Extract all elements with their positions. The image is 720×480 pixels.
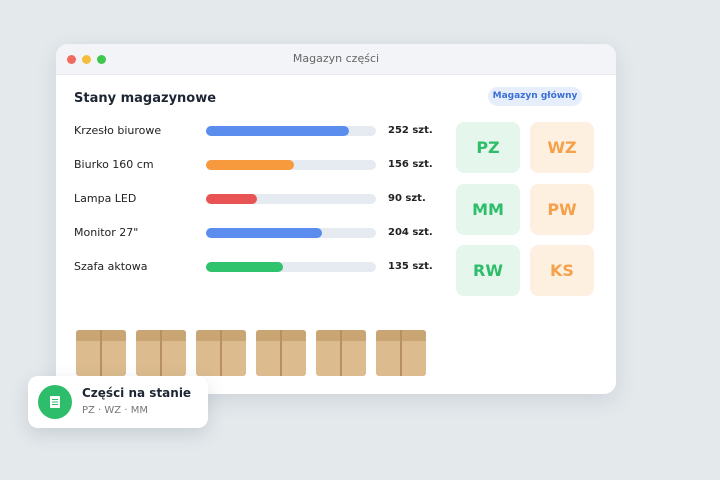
box bbox=[196, 330, 246, 376]
close-button[interactable] bbox=[67, 55, 76, 64]
stock-row: Biurko 160 cm 156 szt. bbox=[74, 158, 454, 172]
toast-subtitle: PZ · WZ · MM bbox=[82, 405, 148, 416]
item-name: Szafa aktowa bbox=[74, 260, 148, 273]
item-name: Krzesło biurowe bbox=[74, 124, 162, 137]
toast-icon bbox=[38, 385, 72, 419]
bar bbox=[206, 194, 257, 204]
document-tile[interactable]: WZ bbox=[530, 122, 594, 173]
bar bbox=[206, 262, 283, 272]
box bbox=[316, 330, 366, 376]
app-window: Magazyn części Stany magazynowe Magazyn … bbox=[56, 44, 616, 394]
item-name: Biurko 160 cm bbox=[74, 158, 154, 171]
bar bbox=[206, 160, 295, 170]
bar-track bbox=[206, 160, 376, 170]
bar-track bbox=[206, 194, 376, 204]
icon bbox=[50, 396, 60, 408]
item-quantity: 156 szt. bbox=[388, 159, 433, 170]
bar-track bbox=[206, 262, 376, 272]
stock-row: Szafa aktowa 135 szt. bbox=[74, 260, 454, 274]
document-tile[interactable]: RW bbox=[456, 245, 520, 296]
item-quantity: 252 szt. bbox=[388, 125, 433, 136]
toast-title: Części na stanie bbox=[82, 386, 192, 400]
document-tile[interactable]: KS bbox=[530, 245, 594, 296]
warehouse-badge[interactable]: Magazyn główny bbox=[488, 87, 582, 106]
bar-track bbox=[206, 228, 376, 238]
title-bar: Magazyn części bbox=[56, 44, 616, 75]
toast[interactable]: Części na stanie PZ · WZ · MM bbox=[28, 376, 208, 428]
item-quantity: 204 szt. bbox=[388, 227, 433, 238]
window-title: Magazyn części bbox=[292, 52, 380, 65]
item-name: Monitor 27" bbox=[74, 226, 139, 239]
item-name: Lampa LED bbox=[74, 192, 137, 205]
box bbox=[256, 330, 306, 376]
box bbox=[76, 330, 126, 376]
stock-row: Krzesło biurowe 252 szt. bbox=[74, 124, 454, 138]
bar bbox=[206, 228, 322, 238]
box bbox=[376, 330, 426, 376]
item-quantity: 90 szt. bbox=[388, 193, 426, 204]
stock-row: Monitor 27" 204 szt. bbox=[74, 226, 454, 240]
document-tile[interactable]: PZ bbox=[456, 122, 520, 173]
document-tile[interactable]: PW bbox=[530, 183, 594, 235]
bar bbox=[206, 126, 349, 136]
box bbox=[136, 330, 186, 376]
stock-row: Lampa LED 90 szt. bbox=[74, 192, 454, 206]
bar-track bbox=[206, 126, 376, 136]
item-quantity: 135 szt. bbox=[388, 261, 433, 272]
minimize-button[interactable] bbox=[82, 55, 91, 64]
maximize-button[interactable] bbox=[97, 55, 106, 64]
document-tile[interactable]: MM bbox=[456, 183, 520, 235]
panel-heading: Stany magazynowe bbox=[74, 91, 217, 106]
